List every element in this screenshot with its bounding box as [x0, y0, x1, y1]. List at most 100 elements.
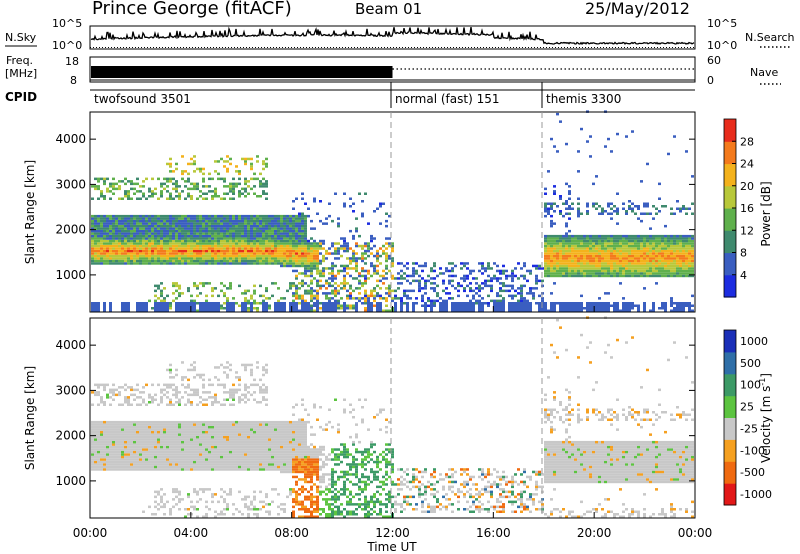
power-cell: [190, 254, 193, 258]
power-cell: [187, 172, 190, 176]
power-cell: [145, 302, 148, 312]
power-cell: [130, 234, 133, 238]
power-cell: [691, 304, 694, 307]
velocity-cell: [109, 440, 112, 444]
power-cell: [121, 217, 124, 220]
power-cell: [337, 257, 340, 260]
power-cell: [532, 294, 535, 298]
velocity-cell: [202, 490, 205, 494]
velocity-cell: [133, 398, 136, 401]
power-cell: [145, 257, 148, 260]
power-cell: [616, 132, 619, 136]
power-cell: [271, 257, 274, 260]
power-cell: [163, 224, 166, 228]
velocity-cell: [154, 495, 157, 499]
power-cell: [358, 282, 361, 285]
power-cell: [169, 219, 172, 223]
velocity-cell: [178, 463, 181, 466]
power-cell: [529, 289, 532, 293]
power-cell: [238, 247, 241, 250]
power-cell: [511, 294, 514, 298]
power-cell: [622, 262, 625, 265]
power-cell: [457, 289, 460, 293]
power-cell: [232, 182, 235, 186]
power-cell: [253, 249, 256, 253]
power-cell: [298, 229, 301, 233]
power-cell: [628, 242, 631, 245]
power-cell: [679, 207, 682, 210]
power-cell: [316, 267, 319, 270]
velocity-cell: [199, 430, 202, 434]
power-cell: [607, 259, 610, 263]
power-cell: [688, 247, 691, 250]
mode-label-normal-fast: normal (fast) 151: [395, 92, 499, 106]
velocity-cell: [130, 450, 133, 454]
power-cell: [196, 252, 199, 255]
power-cell: [631, 257, 634, 260]
power-cell: [127, 217, 130, 220]
velocity-cell: [151, 433, 154, 436]
velocity-cell: [91, 465, 94, 469]
velocity-cell: [112, 423, 115, 426]
power-cell: [109, 222, 112, 225]
velocity-cell: [160, 428, 163, 431]
power-cell: [196, 167, 199, 171]
power-cell: [304, 242, 307, 245]
power-cell: [175, 249, 178, 253]
power-cell: [643, 257, 646, 260]
power-cell: [211, 257, 214, 260]
power-cell: [682, 274, 685, 278]
power-cell: [190, 247, 193, 250]
power-cell: [643, 302, 646, 312]
power-cell: [232, 217, 235, 220]
power-cell: [544, 274, 547, 278]
velocity-cell: [184, 455, 187, 459]
power-cell: [100, 192, 103, 195]
velocity-cell: [112, 430, 115, 434]
power-cell: [268, 224, 271, 228]
power-cell: [307, 257, 310, 260]
power-cell: [181, 249, 184, 253]
power-cell: [676, 302, 679, 312]
power-cell: [283, 254, 286, 258]
power-cell: [676, 272, 679, 275]
power-cell: [298, 217, 301, 220]
power-cell: [670, 304, 673, 307]
power-cell: [157, 242, 160, 245]
power-cell: [220, 227, 223, 230]
power-cell: [109, 254, 112, 258]
power-cell: [661, 267, 664, 270]
power-cell: [136, 232, 139, 235]
power-cell: [655, 254, 658, 258]
velocity-cell: [145, 453, 148, 456]
power-cell: [547, 259, 550, 263]
power-cell: [229, 262, 232, 265]
power-cell: [376, 294, 379, 298]
power-cell: [313, 309, 316, 312]
power-cell: [655, 249, 658, 253]
velocity-cell: [145, 403, 148, 406]
velocity-cell: [187, 453, 190, 456]
power-cell: [163, 244, 166, 248]
velocity-cell: [112, 460, 115, 464]
power-cell: [118, 232, 121, 235]
power-cell: [610, 207, 613, 210]
power-cell: [673, 237, 676, 240]
power-cell: [565, 222, 568, 225]
power-cell: [202, 180, 205, 183]
power-cell: [346, 272, 349, 275]
power-cell: [256, 247, 259, 250]
velocity-cell: [121, 465, 124, 469]
power-cell: [601, 239, 604, 243]
power-cell: [292, 262, 295, 265]
power-cell: [187, 249, 190, 253]
power-cell: [565, 252, 568, 255]
velocity-cell: [100, 468, 103, 471]
power-cell: [130, 180, 133, 183]
velocity-cell: [160, 440, 163, 444]
power-cell: [655, 267, 658, 270]
power-cell: [664, 249, 667, 253]
velocity-cell: [166, 435, 169, 439]
power-cell: [385, 297, 388, 300]
velocity-cell: [118, 430, 121, 434]
